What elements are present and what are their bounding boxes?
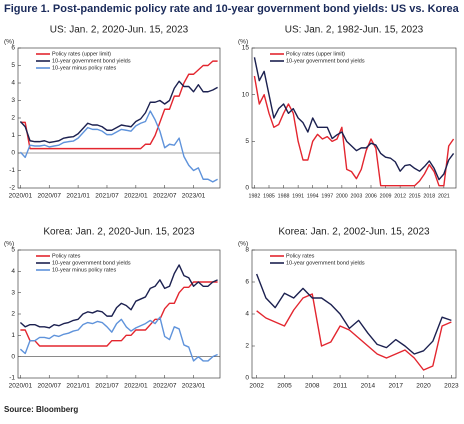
x-tick-label: 2014 (361, 383, 376, 390)
y-tick-label: -1 (9, 167, 15, 174)
y-axis-label: (%) (4, 39, 14, 46)
y-tick-label: 15 (242, 45, 250, 52)
x-tick-label: 2023/01 (182, 193, 206, 200)
x-tick-label: 1985 (263, 193, 275, 199)
y-tick-label: 0 (11, 353, 15, 360)
series-line (20, 281, 218, 347)
y-tick-label: -2 (9, 185, 15, 192)
x-tick-label: 2021/01 (66, 383, 90, 390)
plot-frame (251, 249, 457, 379)
x-tick-label: 2020/01 (9, 383, 33, 390)
series-line (256, 293, 452, 371)
legend-label: Policy rates (52, 253, 81, 259)
series-line (20, 60, 218, 150)
x-tick-label: 2000 (336, 193, 348, 199)
x-tick-label: 2003 (351, 193, 363, 199)
plot-frame (251, 47, 457, 189)
legend-label: 10-year minus policy rates (52, 65, 116, 71)
y-tick-label: 8 (245, 247, 249, 254)
x-tick-label: 2006 (365, 193, 377, 199)
x-tick-label: 2009 (380, 193, 392, 199)
x-tick-label: 2022/07 (153, 383, 177, 390)
legend-label: 10-year government bond yields (52, 58, 131, 64)
y-tick-label: 0 (11, 150, 15, 157)
series-line (253, 75, 455, 187)
y-tick-label: 5 (245, 138, 249, 145)
y-tick-label: 2 (11, 311, 15, 318)
y-tick-label: 2 (245, 343, 249, 350)
x-tick-label: 2018 (423, 193, 435, 199)
x-tick-label: 2022/01 (124, 193, 148, 200)
series-line (19, 316, 218, 362)
legend-label: Policy rates (upper limit) (52, 51, 111, 57)
y-tick-label: 6 (245, 279, 249, 286)
x-tick-label: 2021/07 (95, 383, 119, 390)
x-tick-label: 2022/07 (153, 193, 177, 200)
x-tick-label: 2021/01 (66, 193, 90, 200)
figure-title: Figure 1. Post-pandemic policy rate and … (4, 3, 460, 15)
y-tick-label: 4 (245, 311, 249, 318)
legend-label: 10-year government bond yields (286, 58, 365, 64)
y-tick-label: 4 (11, 268, 15, 275)
series-line (19, 110, 218, 183)
y-tick-label: 3 (11, 97, 15, 104)
subtitle: US: Jan. 2, 1982-Jun. 15, 2023 (285, 25, 424, 36)
legend-label: 10-year government bond yields (286, 260, 365, 266)
series-line (19, 264, 218, 329)
y-tick-label: 4 (11, 80, 15, 87)
y-axis-label: (%) (238, 241, 248, 248)
x-tick-label: 2002 (249, 383, 264, 390)
x-tick-label: 2023 (444, 383, 459, 390)
x-tick-label: 2020/07 (38, 383, 62, 390)
x-tick-label: 2015 (409, 193, 421, 199)
legend-label: 10-year government bond yields (52, 260, 131, 266)
y-tick-label: 3 (11, 289, 15, 296)
y-tick-label: 5 (11, 62, 15, 69)
y-tick-label: 6 (11, 45, 15, 52)
y-tick-label: 1 (11, 132, 15, 139)
x-tick-label: 1988 (278, 193, 290, 199)
series-line (19, 80, 218, 144)
x-tick-label: 1982 (249, 193, 261, 199)
y-tick-label: 10 (242, 91, 250, 98)
subtitle: Korea: Jan. 2, 2002-Jun. 15, 2023 (278, 227, 430, 238)
x-tick-label: 2017 (388, 383, 403, 390)
x-tick-label: 1991 (292, 193, 304, 199)
series-line (255, 273, 452, 355)
x-tick-label: 2020/01 (9, 193, 33, 200)
x-tick-label: 2020 (416, 383, 431, 390)
x-tick-label: 2021 (438, 193, 450, 199)
legend-label: 10-year minus policy rates (52, 267, 116, 273)
y-tick-label: 2 (11, 115, 15, 122)
x-tick-label: 2021/07 (95, 193, 119, 200)
legend-label: Policy rates (upper limit) (286, 51, 345, 57)
x-tick-label: 2023/01 (182, 383, 206, 390)
x-tick-label: 2020/07 (38, 193, 62, 200)
y-tick-label: 1 (11, 332, 15, 339)
x-tick-label: 1994 (307, 193, 319, 199)
y-tick-label: 0 (245, 185, 249, 192)
subtitle: US: Jan. 2, 2020-Jun. 15, 2023 (50, 25, 189, 36)
y-axis-label: (%) (238, 39, 248, 46)
subtitle: Korea: Jan. 2, 2020-Jun. 15, 2023 (43, 227, 195, 238)
y-tick-label: 5 (11, 247, 15, 254)
y-axis-label: (%) (4, 241, 14, 248)
x-tick-label: 2022/01 (124, 383, 148, 390)
source-note: Source: Bloomberg (4, 405, 78, 414)
x-tick-label: 2005 (277, 383, 292, 390)
x-tick-label: 2011 (333, 383, 347, 390)
y-tick-label: -1 (9, 375, 15, 382)
legend-label: Policy rates (286, 253, 315, 259)
series-line (253, 57, 455, 181)
x-tick-label: 1997 (321, 193, 333, 199)
x-tick-label: 2012 (394, 193, 406, 199)
y-tick-label: 0 (245, 375, 249, 382)
x-tick-label: 2008 (305, 383, 320, 390)
